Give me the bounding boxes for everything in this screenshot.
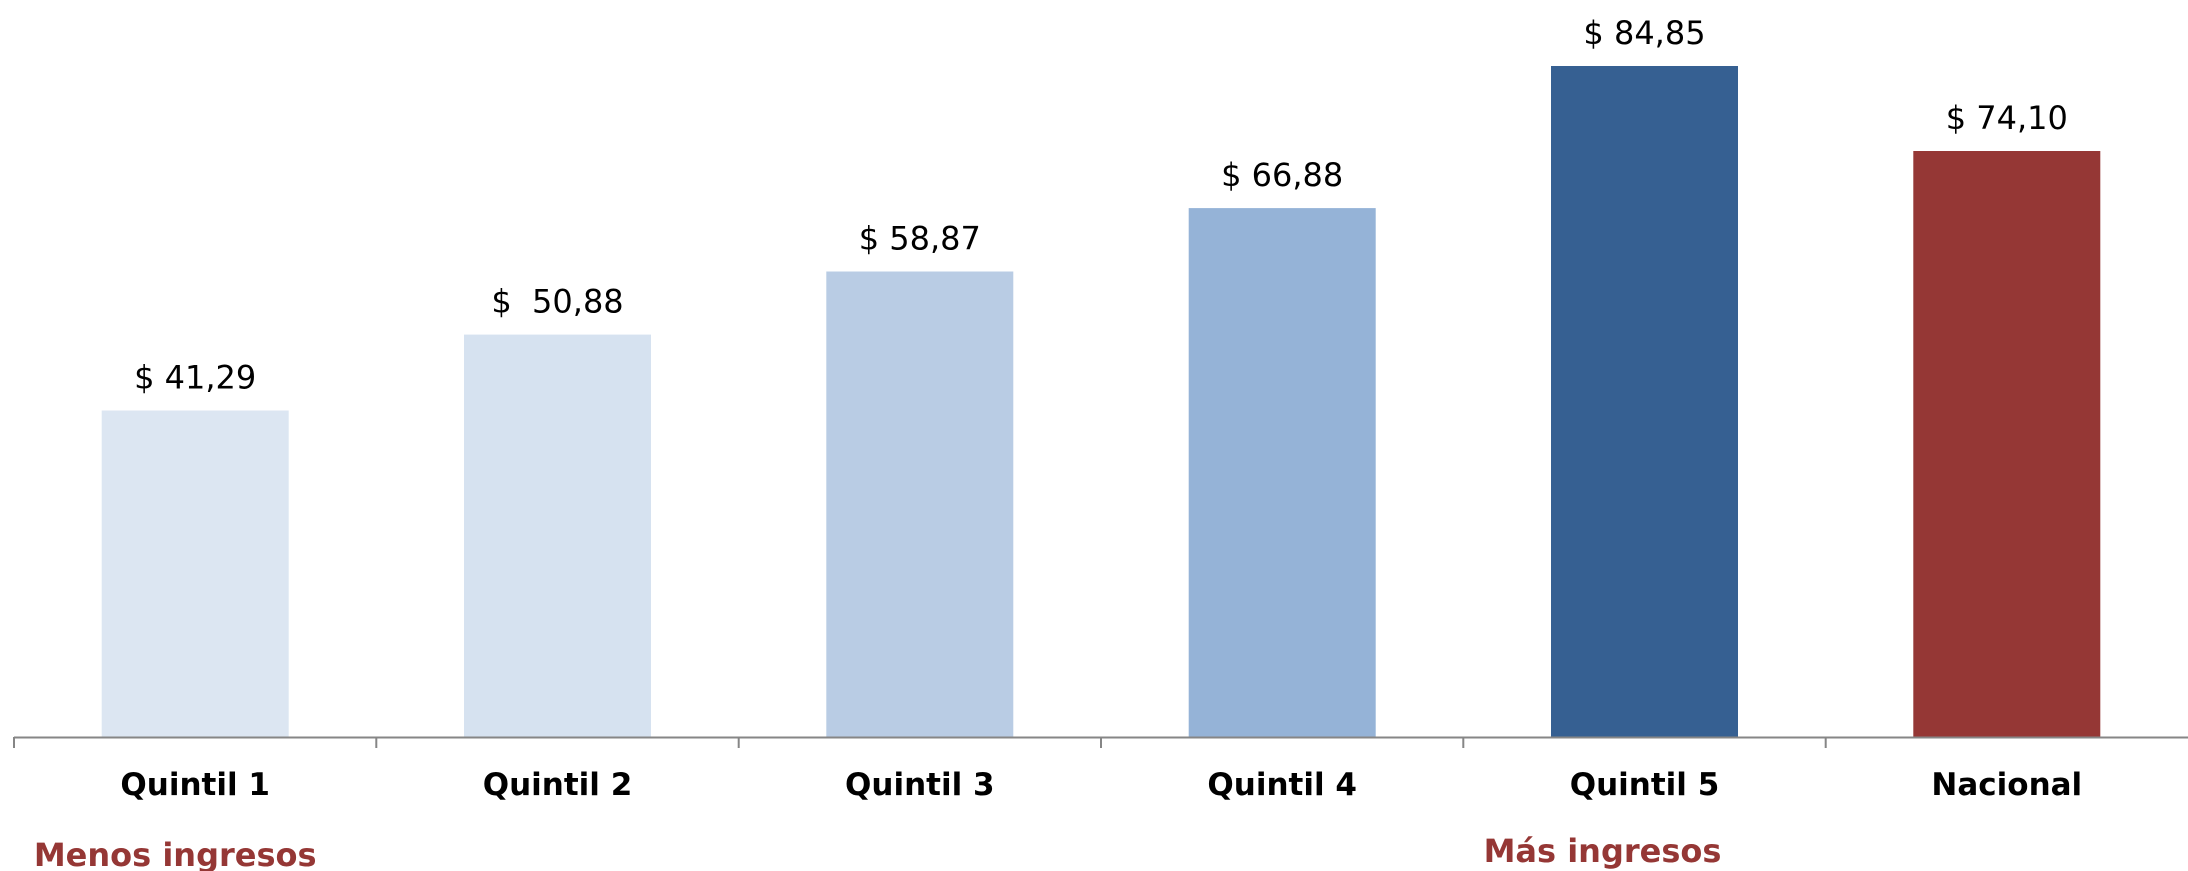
bar-nacional <box>1913 151 2101 737</box>
data-label-quintil-5: $ 84,85 <box>1583 14 1705 52</box>
data-label-quintil-4: $ 66,88 <box>1221 156 1343 194</box>
data-label-quintil-2: $ 50,88 <box>491 283 623 321</box>
category-label-quintil-3: Quintil 3 <box>845 767 995 803</box>
bars-layer <box>101 66 2101 738</box>
category-label-quintil-1: Quintil 1 <box>120 767 270 803</box>
category-label-quintil-2: Quintil 2 <box>483 767 633 803</box>
category-label-quintil-5: Quintil 5 <box>1570 767 1720 803</box>
bar-quintil-2 <box>464 334 651 737</box>
category-label-nacional: Nacional <box>1931 767 2082 803</box>
category-labels-layer: Quintil 1 Quintil 2 Quintil 3 Quintil 4 Quin… <box>120 767 2082 803</box>
bar-quintil-1 <box>101 410 289 737</box>
annotation-mas-ingresos: Más ingresos <box>1484 832 1722 870</box>
annotations-layer: Menos ingresos Más ingresos <box>34 832 1722 871</box>
bar-quintil-5 <box>1551 66 1738 737</box>
bar-quintil-4 <box>1188 208 1376 738</box>
data-labels-layer: $ 41,29 $ 50,88 $ 58,87 $ 66,88 $ 84,85 $ 74,… <box>134 14 2068 397</box>
data-label-nacional: $ 74,10 <box>1946 99 2068 137</box>
x-axis <box>13 736 2188 748</box>
category-label-quintil-4: Quintil 4 <box>1207 767 1357 803</box>
annotation-menos-ingresos: Menos ingresos <box>34 836 317 871</box>
data-label-quintil-1: $ 41,29 <box>134 359 256 397</box>
bar-quintil-3 <box>826 271 1014 737</box>
data-label-quintil-3: $ 58,87 <box>859 220 981 258</box>
